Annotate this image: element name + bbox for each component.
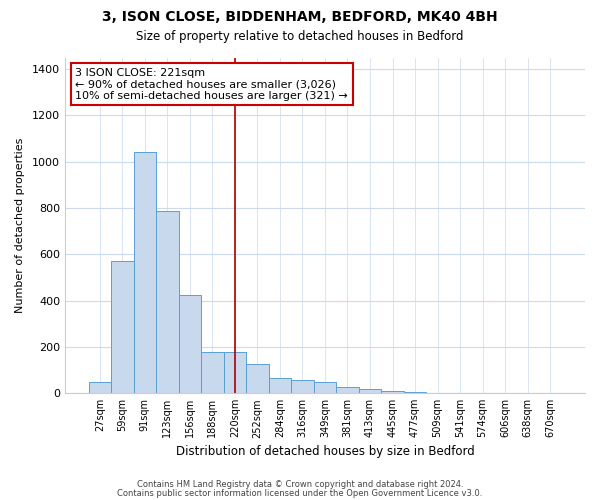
X-axis label: Distribution of detached houses by size in Bedford: Distribution of detached houses by size …: [176, 444, 475, 458]
Bar: [246, 364, 269, 393]
Bar: [404, 392, 426, 393]
Bar: [111, 261, 134, 393]
Text: 3 ISON CLOSE: 221sqm
← 90% of detached houses are smaller (3,026)
10% of semi-de: 3 ISON CLOSE: 221sqm ← 90% of detached h…: [76, 68, 348, 101]
Text: Contains HM Land Registry data © Crown copyright and database right 2024.: Contains HM Land Registry data © Crown c…: [137, 480, 463, 489]
Text: Size of property relative to detached houses in Bedford: Size of property relative to detached ho…: [136, 30, 464, 43]
Bar: [134, 152, 156, 393]
Bar: [201, 352, 224, 393]
Bar: [224, 352, 246, 393]
Bar: [179, 295, 201, 393]
Text: Contains public sector information licensed under the Open Government Licence v3: Contains public sector information licen…: [118, 488, 482, 498]
Bar: [314, 382, 336, 393]
Bar: [89, 382, 111, 393]
Bar: [336, 388, 359, 393]
Bar: [269, 378, 291, 393]
Text: 3, ISON CLOSE, BIDDENHAM, BEDFORD, MK40 4BH: 3, ISON CLOSE, BIDDENHAM, BEDFORD, MK40 …: [102, 10, 498, 24]
Bar: [291, 380, 314, 393]
Bar: [156, 212, 179, 393]
Y-axis label: Number of detached properties: Number of detached properties: [15, 138, 25, 313]
Bar: [381, 391, 404, 393]
Bar: [359, 388, 381, 393]
